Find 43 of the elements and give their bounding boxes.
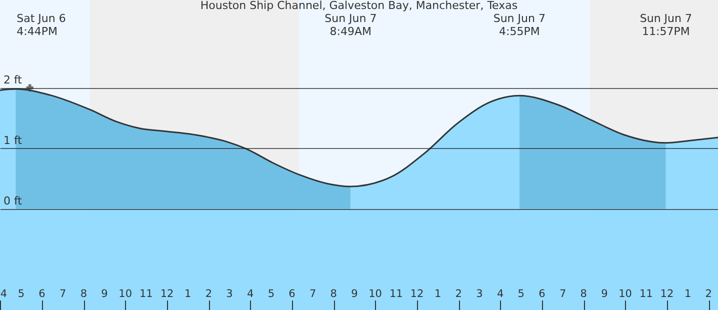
x-tick-label: 12 xyxy=(160,288,174,300)
x-tick-label: 2 xyxy=(455,288,462,300)
x-tick-label: 7 xyxy=(559,288,566,300)
x-tick-label: 4 xyxy=(496,288,504,300)
x-tick-label: 6 xyxy=(38,288,46,300)
x-tick-label: 9 xyxy=(601,288,608,300)
x-tick-label: 10 xyxy=(118,288,132,300)
x-tick-label: 12 xyxy=(660,288,674,300)
annotation: Sun Jun 7 8:49AM xyxy=(324,12,377,38)
x-tick-label: 8 xyxy=(80,288,88,300)
x-tick-label: 7 xyxy=(60,288,66,300)
x-tick-label: 10 xyxy=(368,288,382,300)
x-tick-label: 5 xyxy=(518,288,524,300)
x-tick-label: 9 xyxy=(351,288,358,300)
x-tick-label: 1 xyxy=(184,288,192,300)
x-tick-label: 6 xyxy=(538,288,546,300)
x-tick-label: 11 xyxy=(139,288,153,300)
x-tick-label: 5 xyxy=(268,288,275,300)
x-tick-label: 8 xyxy=(330,288,337,300)
x-tick-label: 3 xyxy=(226,288,233,300)
x-tick-label: 12 xyxy=(410,288,424,300)
y-tick-label: 2 ft xyxy=(4,73,23,86)
chart-title: Houston Ship Channel, Galveston Bay, Manchester, Texas xyxy=(200,0,518,12)
x-tick-label: 11 xyxy=(639,288,653,300)
y-tick-label: 0 ft xyxy=(4,194,23,208)
x-tick-label: 5 xyxy=(18,288,25,300)
x-tick-label: 8 xyxy=(580,288,587,300)
x-tick-label: 3 xyxy=(476,288,483,300)
y-tick-label: 1 ft xyxy=(4,134,23,147)
x-tick-label: 10 xyxy=(618,288,632,300)
annotation: Sun Jun 7 11:57PM xyxy=(640,12,692,38)
x-tick-label: 2 xyxy=(705,288,712,300)
x-tick-label: 4 xyxy=(246,288,254,300)
annotation: Sat Jun 6 4:44PM xyxy=(16,12,66,38)
x-tick-label: 6 xyxy=(288,288,296,300)
x-tick-label: 11 xyxy=(389,288,403,300)
annotation: Sun Jun 7 4:55PM xyxy=(493,12,546,38)
x-tick-label: 1 xyxy=(684,288,692,300)
x-tick-label: 1 xyxy=(434,288,442,300)
x-tick-label: 2 xyxy=(205,288,212,300)
x-tick-label: 7 xyxy=(309,288,316,300)
x-tick-label: 4 xyxy=(0,288,8,300)
x-tick-label: 9 xyxy=(101,288,108,300)
